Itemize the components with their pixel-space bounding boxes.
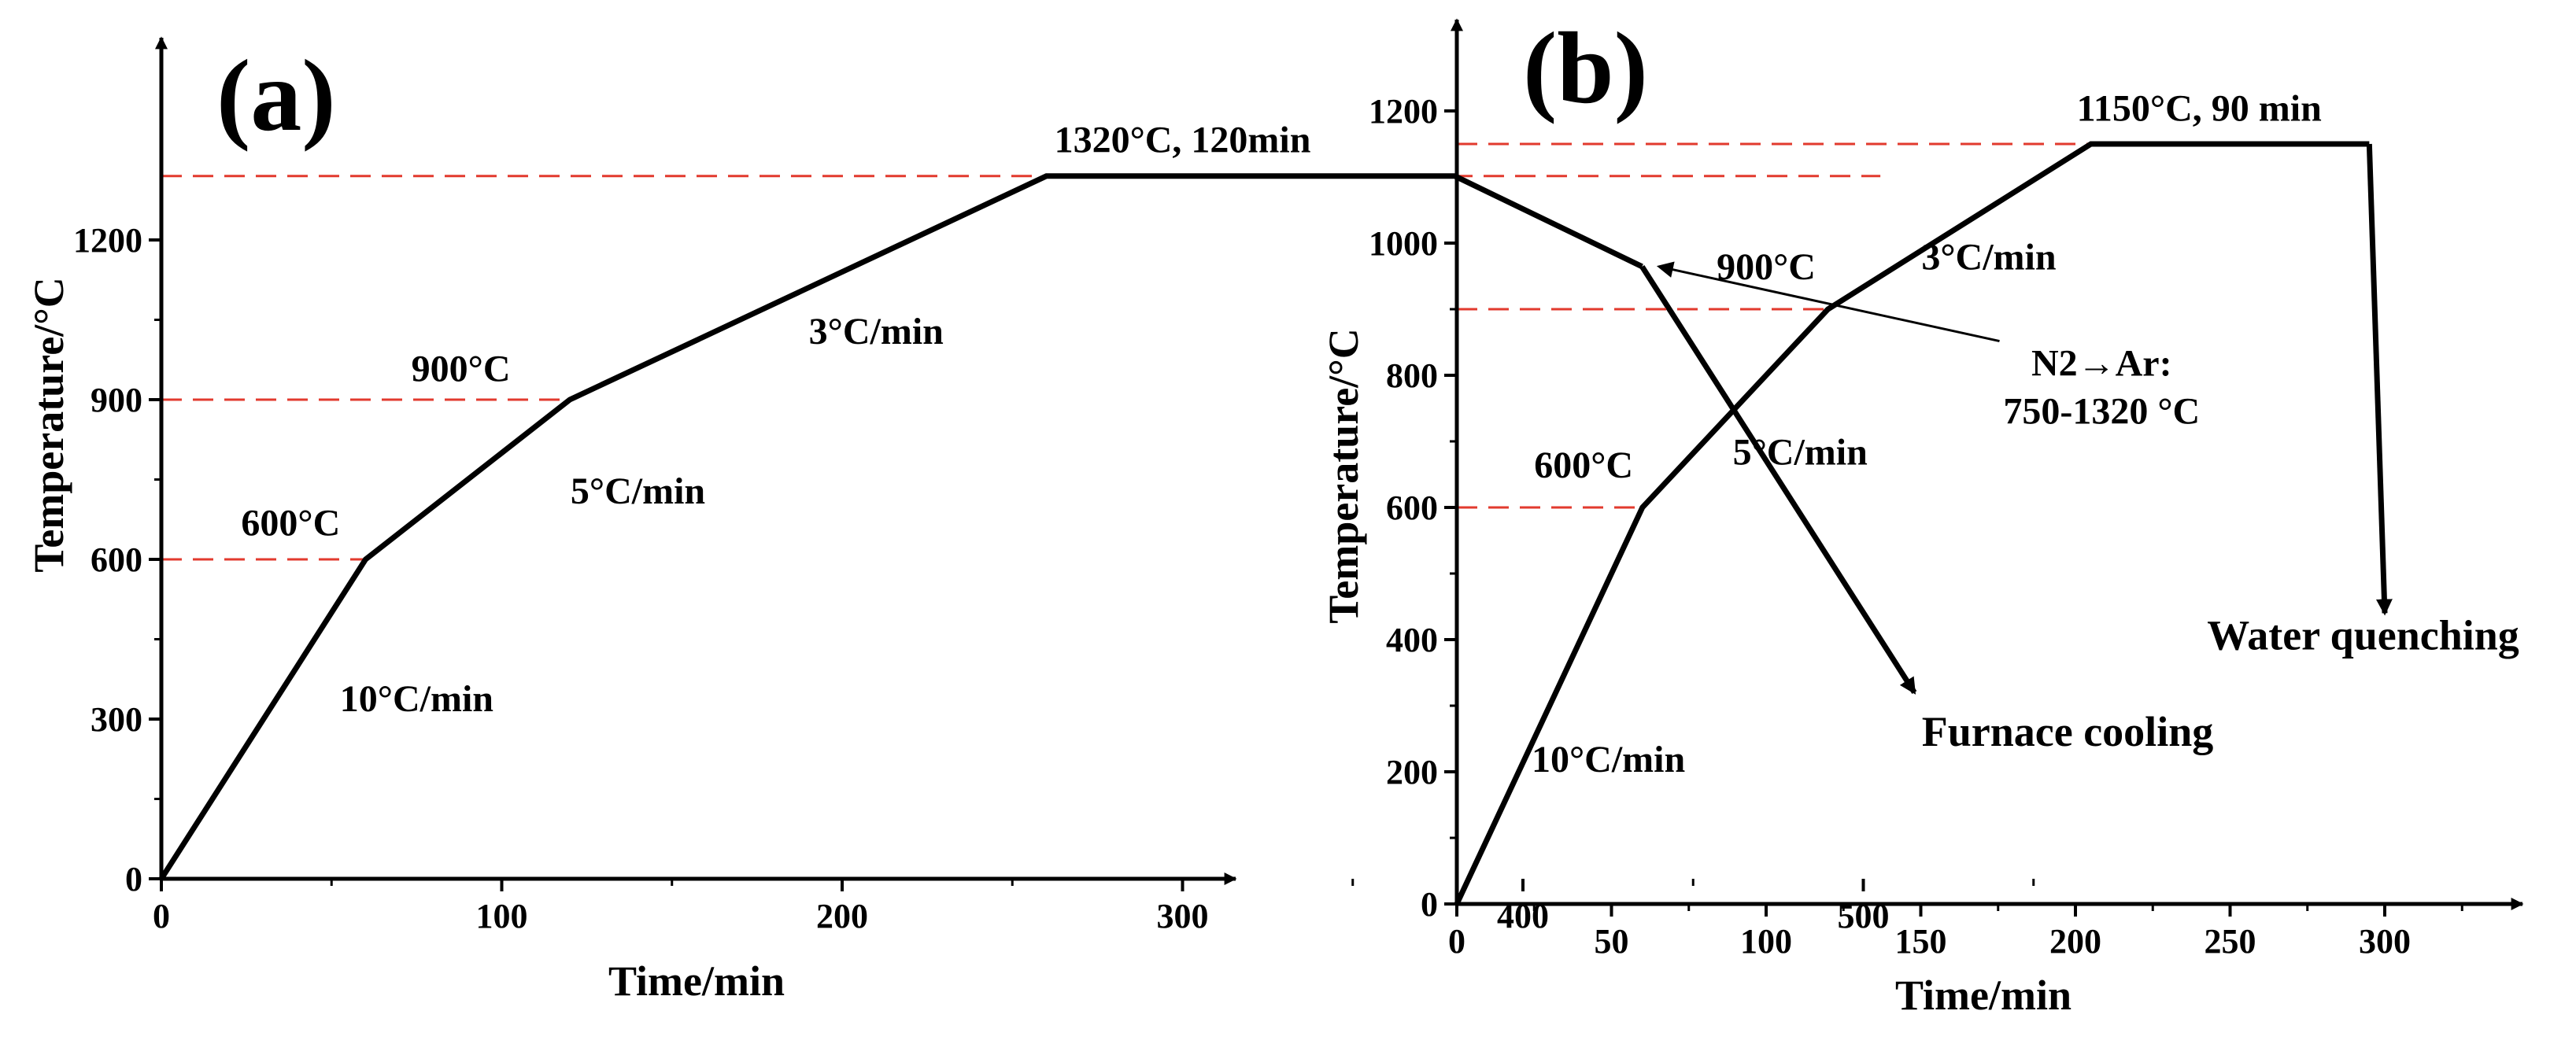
water-quench-arrow (2366, 143, 2393, 616)
annotation-label: 900°C (412, 348, 511, 389)
annotation-label: 3°C/min (1921, 237, 2056, 279)
panel-label-b: (b) (1523, 12, 1648, 125)
annotation-label: 10°C/min (1532, 739, 1685, 780)
furnace-cooling-arrow (1639, 264, 1917, 695)
y-tick-label: 800 (1386, 356, 1438, 395)
y-tick-label: 600 (1386, 489, 1438, 527)
y-axis-title-a: Temperature/°C (25, 277, 72, 573)
annotation-label: 3°C/min (809, 311, 944, 352)
x-tick-label: 200 (2049, 922, 2101, 961)
x-tick-label: 300 (2359, 922, 2411, 961)
reference-lines-b (1457, 142, 2091, 509)
x-tick-label: 150 (1895, 922, 1947, 961)
x-tick-label: 50 (1595, 922, 1629, 961)
axes-a (154, 36, 1237, 886)
annotation-label: 5°C/min (1733, 431, 1868, 473)
x-tick-label: 200 (816, 897, 868, 935)
y-tick-label: 0 (1421, 885, 1438, 924)
annotation-label: 900°C (1717, 246, 1816, 288)
axes-b (1450, 18, 2524, 911)
y-tick-label: 0 (125, 860, 142, 898)
ticks-b: 0 50 100 150 200 250 300 0 200 400 600 800 1000 1200 (1369, 92, 2463, 961)
x-tick-label: 0 (1448, 922, 1465, 961)
x-axis-title-b: Time/min (1895, 972, 2072, 1019)
panel-label-a: (a) (216, 39, 336, 153)
panel-b: (b) 0 50 100 150 200 250 300 0 200 400 600 800 1000 1… (1320, 12, 2524, 1019)
y-tick-label: 400 (1386, 621, 1438, 659)
gas-switch-pointer-arrow (1656, 261, 2000, 343)
annotation-label: 600°C (241, 503, 340, 544)
y-tick-label: 300 (91, 700, 142, 739)
curve-a (159, 173, 2000, 880)
annotation-label: 5°C/min (571, 470, 705, 512)
y-tick-label: 200 (1386, 753, 1438, 791)
x-tick-label: 300 (1157, 897, 1209, 935)
annotation-label: Water quenching (2207, 612, 2519, 659)
x-tick-label: 100 (1740, 922, 1792, 961)
annotation-label: N2→Ar: (2031, 343, 2172, 385)
temperature-profile-line (159, 173, 1643, 880)
annotations-b: 1150°C, 90 min 900°C 600°C 3°C/min 5°C/min 10… (1532, 88, 2519, 780)
y-tick-label: 1200 (1369, 92, 1438, 131)
x-tick-label: 0 (153, 897, 170, 935)
annotation-label: 600°C (1534, 445, 1633, 486)
temperature-profile-line (1454, 141, 2370, 906)
y-tick-label: 1200 (73, 221, 142, 260)
y-tick-label: 1000 (1369, 224, 1438, 263)
y-tick-label: 600 (91, 540, 142, 579)
annotation-label: 10°C/min (340, 678, 493, 720)
y-tick-label: 900 (91, 381, 142, 419)
curve-b (1454, 141, 2393, 906)
annotation-label: 1150°C, 90 min (2077, 88, 2322, 130)
x-tick-label: 250 (2205, 922, 2256, 961)
y-axis-title-b: Temperature/°C (1320, 328, 1367, 624)
annotation-label: 750-1320 °C (2003, 390, 2200, 432)
annotations-a: 1320°C, 120min 900°C 600°C 3°C/min 5°C/min 10… (241, 119, 2213, 754)
x-tick-label: 100 (476, 897, 528, 935)
reference-lines-a (161, 175, 1881, 561)
annotation-label: Furnace cooling (1922, 708, 2213, 755)
annotation-label: 1320°C, 120min (1055, 119, 1311, 160)
x-axis-title-a: Time/min (608, 957, 785, 1005)
